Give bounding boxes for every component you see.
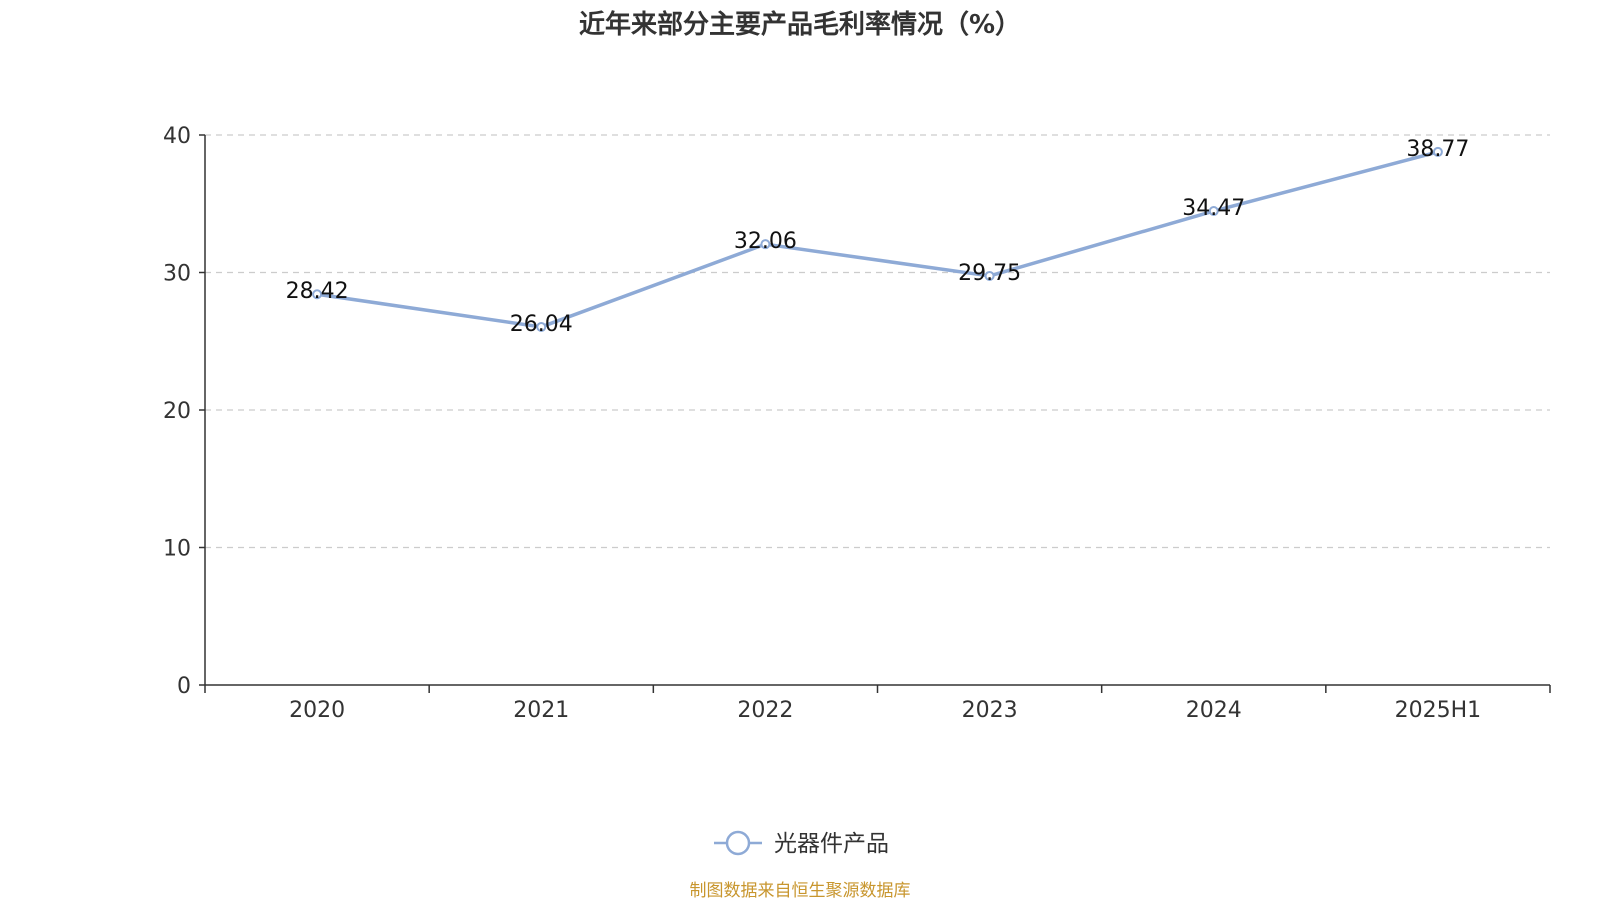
data-point[interactable]: [984, 270, 995, 281]
series-line-group: [312, 146, 1443, 332]
source-note: 制图数据来自恒生聚源数据库: [689, 881, 911, 901]
data-label: 26.04: [510, 312, 573, 337]
legend[interactable]: 光器件产品: [714, 830, 889, 857]
x-tick-label: 2025H1: [1395, 698, 1482, 723]
x-tick-label: 2022: [737, 698, 793, 723]
data-point[interactable]: [1432, 146, 1443, 157]
y-tick-label: 10: [163, 537, 191, 562]
x-tick-label: 2024: [1186, 698, 1242, 723]
data-label: 28.42: [286, 279, 349, 304]
y-tick-label: 0: [177, 674, 191, 699]
y-tick-label: 40: [163, 124, 191, 149]
data-label: 34.47: [1182, 196, 1245, 221]
axes: [199, 134, 1551, 693]
chart-title: 近年来部分主要产品毛利率情况（%）: [578, 10, 1022, 40]
data-label: 38.77: [1406, 137, 1469, 162]
x-tick-label: 2021: [513, 698, 569, 723]
data-labels: 28.42 26.04 32.06 29.75 34.47 38.77: [286, 137, 1470, 337]
y-tick-label: 30: [163, 262, 191, 287]
legend-label[interactable]: 光器件产品: [774, 831, 889, 857]
series-line: [315, 150, 1440, 329]
x-tick-label: 2023: [962, 698, 1018, 723]
x-tick-label: 2020: [289, 698, 345, 723]
gridlines: [205, 134, 1550, 549]
data-point[interactable]: [312, 289, 323, 300]
data-point[interactable]: [1208, 206, 1219, 217]
data-label: 32.06: [734, 229, 797, 254]
y-tick-label: 20: [163, 399, 191, 424]
data-label: 29.75: [958, 261, 1021, 286]
tick-labels: 0 10 20 30 40 2020 2021 2022 2023 2024 2025H1: [163, 124, 1481, 723]
legend-circle-icon[interactable]: [725, 830, 751, 856]
data-point[interactable]: [760, 239, 771, 250]
data-point[interactable]: [536, 321, 547, 332]
